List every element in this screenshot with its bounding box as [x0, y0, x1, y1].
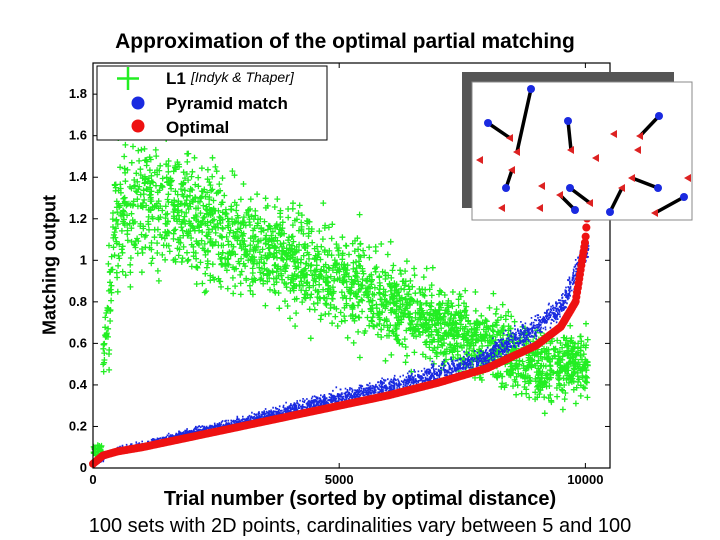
- legend: L1 [Indyk & Thaper] Pyramid match Optima…: [96, 65, 328, 141]
- legend-dot-pyramid: [131, 96, 145, 110]
- point-set-b: [628, 174, 635, 182]
- point-set-b: [536, 204, 543, 212]
- point-set-b: [610, 130, 617, 138]
- y-tick-label: 1.6: [69, 128, 87, 143]
- matching-illustration: [462, 72, 693, 221]
- legend-label-optimal: Optimal: [166, 118, 229, 137]
- legend-item-optimal: Optimal: [131, 118, 229, 137]
- y-tick-label: 1.4: [69, 169, 88, 184]
- point-set-a: [606, 208, 614, 216]
- point-set-a: [564, 117, 572, 125]
- point-set-a: [484, 119, 492, 127]
- plot-frame: [92, 62, 611, 469]
- inset-panel: [471, 81, 693, 221]
- y-tick-label: 1: [80, 252, 87, 267]
- match-line: [631, 176, 659, 190]
- point-set-b: [567, 146, 574, 154]
- data-points: [89, 119, 597, 468]
- point-set-b: [506, 134, 513, 142]
- point-set-b: [498, 204, 505, 212]
- legend-label-l1: L1: [166, 69, 186, 88]
- match-line: [487, 121, 511, 140]
- legend-note-l1: [Indyk & Thaper]: [190, 69, 295, 85]
- legend-label-pyramid: Pyramid match: [166, 94, 288, 113]
- point-set-b: [592, 154, 599, 162]
- legend-dot-optimal: [131, 119, 145, 133]
- point-set-b: [636, 132, 643, 140]
- y-tick-label: 1.8: [69, 86, 87, 101]
- x-tick-label: 0: [89, 472, 96, 487]
- match-line: [608, 187, 624, 213]
- inset-points: [476, 85, 691, 217]
- match-line: [566, 120, 573, 151]
- match-line: [568, 186, 592, 205]
- point-set-a: [527, 85, 535, 93]
- point-set-b: [618, 184, 625, 192]
- chart-caption: 100 sets with 2D points, cardinalities v…: [88, 515, 632, 537]
- axes-box: [92, 62, 611, 469]
- legend-item-pyramid: Pyramid match: [131, 94, 288, 113]
- series-l1: [90, 119, 591, 460]
- point-set-b: [634, 146, 641, 154]
- point-set-b: [513, 148, 520, 156]
- legend-item-l1: L1 [Indyk & Thaper]: [117, 67, 295, 90]
- point-set-a: [654, 184, 662, 192]
- match-line: [638, 114, 661, 138]
- y-tick-label: 0.6: [69, 335, 87, 350]
- match-line: [654, 195, 685, 215]
- point-set-b: [556, 191, 563, 199]
- point-set-a: [502, 184, 510, 192]
- y-tick-label: 0: [80, 460, 87, 475]
- x-tick-label: 10000: [567, 472, 603, 487]
- y-tick-label: 0.4: [69, 377, 88, 392]
- point-set-a: [571, 206, 579, 214]
- point-set-b: [651, 209, 658, 217]
- y-tick-label: 0.2: [69, 418, 87, 433]
- y-tick-label: 0.8: [69, 294, 87, 309]
- x-axis-label: Trial number (sorted by optimal distance…: [163, 488, 557, 510]
- point-set-a: [566, 184, 574, 192]
- l1-markers: [90, 119, 591, 460]
- point-set-b: [684, 174, 691, 182]
- point-set-b: [508, 166, 515, 174]
- point-set-a: [680, 193, 688, 201]
- chart-title: Approximation of the optimal partial mat…: [115, 30, 575, 53]
- y-ticks: 0 0.2 0.4 0.6 0.8 1 1.2 1.4 1.6 1.8: [69, 86, 610, 475]
- x-tick-label: 5000: [325, 472, 354, 487]
- point-set-b: [476, 156, 483, 164]
- point-set-b: [586, 199, 593, 207]
- point-set-b: [538, 182, 545, 190]
- x-ticks: 0 5000 10000: [89, 63, 603, 487]
- match-line: [515, 88, 533, 153]
- y-tick-label: 1.2: [69, 211, 87, 226]
- point-set-a: [655, 112, 663, 120]
